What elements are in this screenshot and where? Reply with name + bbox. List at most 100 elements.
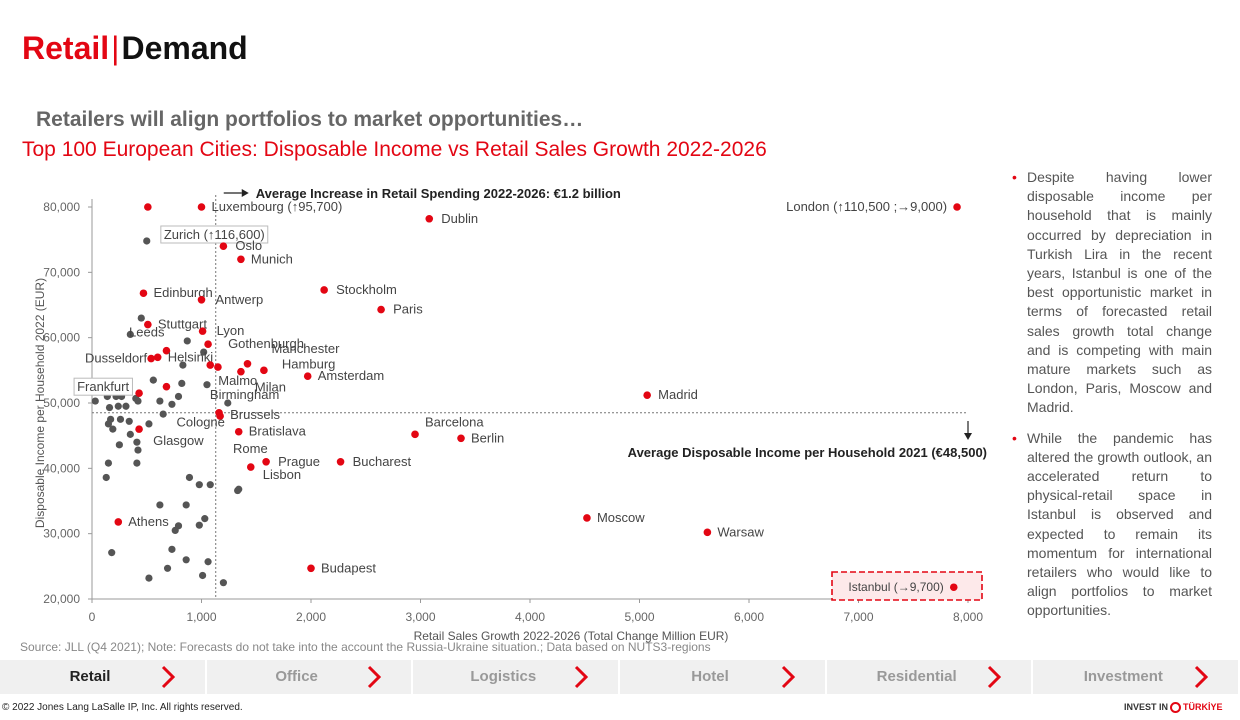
scatter-point [195, 481, 203, 489]
scatter-point [183, 337, 191, 345]
nav-label: Logistics [470, 668, 537, 685]
y-tick-label: 50,000 [43, 396, 80, 410]
nav-item-retail[interactable]: Retail [0, 660, 205, 694]
nav-item-office[interactable]: Office [206, 660, 412, 694]
scatter-point-highlighted [320, 286, 328, 294]
scatter-point-highlighted [425, 214, 434, 223]
point-label: Berlin [471, 430, 504, 445]
nav-label: Residential [876, 668, 957, 685]
section-subtitle: Retailers will align portfolios to marke… [36, 108, 584, 131]
point-label: Prague [278, 454, 320, 469]
scatter-point-highlighted [953, 203, 961, 211]
point-label: Manchester [271, 341, 340, 356]
logo-text: INVEST IN [1124, 702, 1169, 712]
scatter-point [179, 361, 187, 369]
scatter-point [171, 526, 179, 535]
point-label: Athens [128, 514, 169, 529]
scatter-point-highlighted [243, 360, 252, 368]
scatter-point-highlighted [204, 340, 212, 349]
point-label: Antwerp [216, 292, 264, 307]
point-label: Lyon [217, 323, 245, 338]
scatter-point-highlighted [246, 463, 255, 471]
scatter-point-highlighted [234, 427, 243, 436]
scatter-point-highlighted [135, 425, 143, 433]
point-label: Stuttgart [158, 317, 208, 332]
x-tick-label: 3,000 [405, 610, 435, 624]
scatter-point [185, 473, 194, 482]
scatter-point-highlighted [643, 391, 651, 399]
scatter-point [168, 400, 176, 408]
x-tick-label: 2,000 [296, 610, 326, 624]
chart-title: Top 100 European Cities: Disposable Inco… [22, 138, 767, 161]
scatter-point [114, 402, 122, 410]
scatter-point [224, 399, 232, 407]
scatter-point [204, 558, 212, 566]
y-tick-label: 20,000 [43, 592, 80, 606]
scatter-point-highlighted [703, 528, 712, 537]
point-label: Istanbul (→9,700) [848, 580, 943, 594]
scatter-point [133, 438, 141, 446]
scatter-point [203, 381, 211, 389]
scatter-point-highlighted [139, 289, 148, 298]
x-axis-label: Retail Sales Growth 2022-2026 (Total Cha… [414, 629, 729, 643]
point-label: Rome [233, 441, 268, 456]
point-label: Paris [393, 302, 423, 317]
scatter-point-highlighted [197, 203, 206, 211]
scatter-point-highlighted [197, 295, 206, 304]
scatter-point-highlighted [162, 346, 171, 355]
point-label: Hamburg [282, 356, 335, 371]
scatter-point-highlighted [153, 353, 162, 362]
point-label: Luxembourg (↑95,700) [212, 199, 343, 214]
point-label: Oslo [235, 238, 262, 253]
nav-item-logistics[interactable]: Logistics [413, 660, 618, 694]
point-label: Leeds [129, 325, 165, 340]
x-tick-label: 0 [89, 610, 96, 624]
y-tick-label: 30,000 [43, 527, 80, 541]
nav-item-investment[interactable]: Investment [1033, 660, 1238, 694]
scatter-point-highlighted [411, 430, 419, 439]
scatter-point [156, 501, 164, 509]
y-tick-label: 80,000 [43, 200, 80, 214]
x-tick-label: 4,000 [515, 610, 545, 624]
scatter-point [122, 402, 130, 410]
scatter-point [182, 501, 190, 509]
commentary: Despite having lower disposable income p… [1010, 168, 1212, 632]
arrowhead-right-icon [241, 189, 249, 197]
chevron-right-icon [368, 665, 382, 689]
point-label: Stockholm [336, 282, 397, 297]
scatter-point [104, 420, 113, 428]
section-nav: Retail Office Logistics Hotel Residential Inv… [0, 660, 1240, 694]
scatter-point [126, 430, 134, 438]
x-tick-label: 6,000 [734, 610, 764, 624]
scatter-point-highlighted [457, 434, 465, 443]
arrowhead-down-icon [964, 433, 972, 440]
scatter-point [116, 415, 125, 423]
scatter-point-highlighted [219, 242, 228, 250]
nav-item-hotel[interactable]: Hotel [620, 660, 825, 694]
scatter-point-highlighted [336, 458, 345, 466]
x-tick-label: 1,000 [186, 610, 216, 624]
point-label: Cologne [176, 415, 224, 430]
y-tick-label: 60,000 [43, 331, 80, 345]
point-label: London (↑110,500 ;→9,000) [786, 199, 947, 214]
logo-ring-icon [1170, 701, 1182, 713]
scatter-point [182, 556, 190, 564]
scatter-point [178, 379, 186, 387]
chevron-right-icon [574, 665, 588, 689]
point-label: Glasgow [153, 433, 204, 448]
scatter-point [105, 403, 114, 412]
point-label-box [160, 225, 269, 244]
scatter-point-highlighted [377, 305, 385, 314]
scatter-point [145, 420, 153, 428]
point-label: Birmingham [210, 387, 279, 402]
point-label: Brussels [230, 407, 280, 422]
title-demand: Demand [121, 30, 248, 66]
x-tick-label: 7,000 [843, 610, 873, 624]
point-label: Bratislava [249, 424, 307, 439]
point-label: Gothenburgh [228, 336, 304, 351]
point-label: Madrid [658, 387, 698, 402]
page-title: Retail|Demand [22, 30, 248, 67]
point-label: Frankfurt [77, 379, 129, 394]
nav-item-residential[interactable]: Residential [826, 660, 1032, 694]
scatter-point [126, 330, 134, 338]
